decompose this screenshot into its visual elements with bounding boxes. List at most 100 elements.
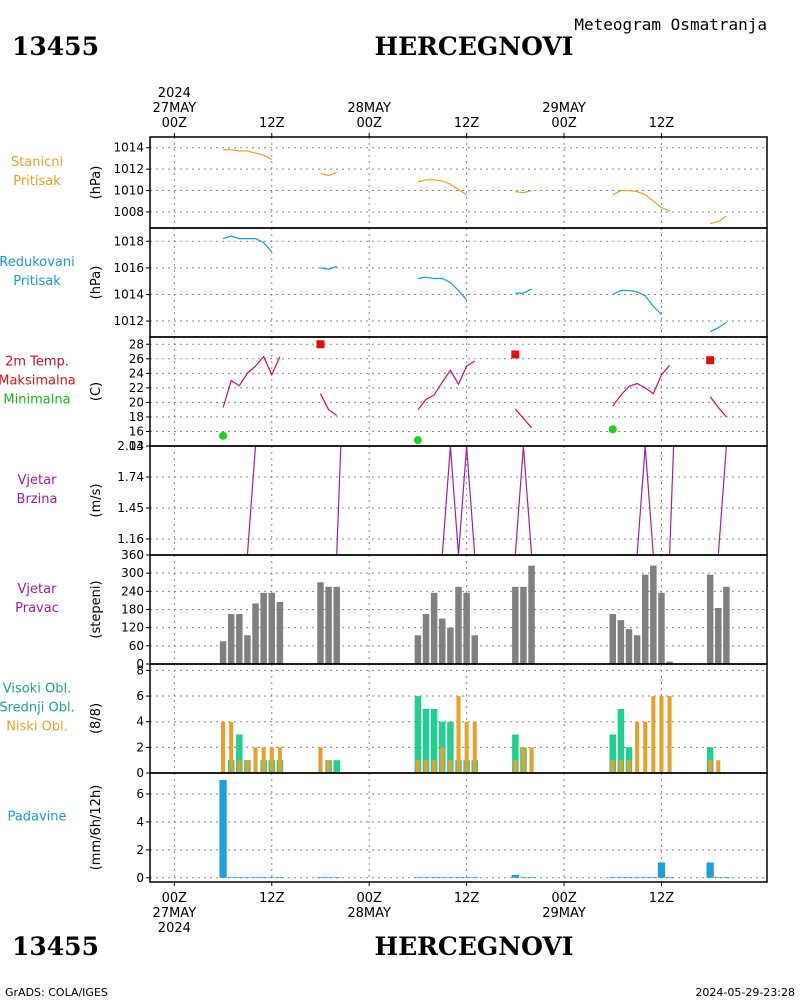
bar <box>714 877 722 878</box>
panel-label: Redukovani <box>0 255 75 270</box>
series-line <box>320 171 337 177</box>
panel-frame <box>149 772 768 883</box>
plot-area <box>223 446 727 555</box>
bar <box>528 565 535 664</box>
bar <box>618 760 623 773</box>
bar <box>454 877 463 878</box>
bar <box>659 696 664 773</box>
series-line <box>612 189 670 212</box>
bar <box>658 592 665 664</box>
bar <box>269 747 274 773</box>
bar <box>626 760 632 773</box>
bar <box>260 877 268 878</box>
bar <box>316 877 325 878</box>
bar <box>666 661 673 664</box>
y-tick-label: 1014 <box>113 287 144 301</box>
bar <box>229 721 234 773</box>
y-tick-label: 240 <box>121 584 144 598</box>
bar <box>512 734 519 773</box>
y-tick-label: 6 <box>136 787 144 801</box>
bar <box>430 708 438 773</box>
bar <box>430 877 438 878</box>
y-tick-label: 14 <box>129 439 144 453</box>
bar <box>456 696 461 773</box>
credit-text: GrADS: COLA/IGES <box>5 986 108 999</box>
series-line <box>222 235 273 253</box>
bar <box>432 760 437 773</box>
product-title: Meteogram Osmatranja <box>574 15 767 34</box>
bar <box>625 877 633 878</box>
series-line <box>320 446 342 555</box>
y-tick-label: 0 <box>136 657 144 671</box>
y-tick-label: 1018 <box>113 234 144 248</box>
y-axis-label: (mm/6h/12h) <box>89 785 104 871</box>
time-label-top: 00Z <box>356 116 382 131</box>
bar <box>236 614 243 664</box>
panel-label: Padavine <box>8 810 67 825</box>
series-line <box>514 408 533 429</box>
bar <box>657 862 666 878</box>
bar <box>706 574 714 664</box>
y-tick-label: 4 <box>136 815 144 829</box>
bar <box>649 877 657 878</box>
series-line <box>709 321 727 333</box>
bar <box>610 760 615 773</box>
panel-6: 0 2 4 6 8 (8/8) Visoki Obl. Srednji Obl. Niski O… <box>0 663 768 780</box>
series-line <box>223 149 273 161</box>
bar <box>633 635 641 664</box>
time-label-top: 29MAY <box>542 101 586 116</box>
panel-label: Pritisak <box>13 174 61 189</box>
footer-timestamp: 2024-05-29-23:28 <box>695 986 795 999</box>
y-tick-label: 1012 <box>113 314 144 328</box>
plot-area <box>219 340 727 445</box>
y-axis-label: (C) <box>89 382 104 401</box>
bar <box>237 760 242 773</box>
bar <box>430 592 438 664</box>
station-id-top: 13455 <box>12 32 99 61</box>
bar <box>706 862 714 878</box>
panel-frame <box>149 227 768 338</box>
series-line <box>710 215 727 225</box>
series-line <box>514 446 533 555</box>
bar <box>251 877 260 878</box>
series-line <box>417 276 468 301</box>
y-tick-label: 1016 <box>113 261 144 275</box>
bar <box>253 747 258 773</box>
panel-4: 1.16 1.45 1.74 2.03 (m/s) Vjetar Brzina <box>17 439 768 556</box>
bar <box>261 747 266 773</box>
time-label-bottom: 00Z <box>551 891 577 906</box>
y-tick-label: 24 <box>129 366 144 380</box>
y-tick-label: 6 <box>136 689 144 703</box>
bar <box>641 877 649 878</box>
bar <box>268 877 276 878</box>
plot-area <box>223 149 727 225</box>
y-tick-label: 180 <box>121 603 144 617</box>
series-line <box>515 189 532 194</box>
series-line <box>222 355 281 408</box>
y-axis-label: (8/8) <box>89 703 104 734</box>
bar <box>326 760 331 773</box>
series-line <box>417 360 476 411</box>
time-label-top: 12Z <box>649 116 675 131</box>
time-label-top: 2024 <box>158 86 191 101</box>
time-label-bottom: 00Z <box>356 891 382 906</box>
bar <box>609 734 616 773</box>
bar <box>324 877 333 878</box>
y-tick-label: 26 <box>129 352 144 366</box>
time-label-bottom: 2024 <box>158 921 191 936</box>
series-line <box>417 179 467 196</box>
bar <box>438 877 446 878</box>
y-tick-label: 1.16 <box>117 532 144 546</box>
bar <box>512 586 519 664</box>
plot-area <box>219 565 730 664</box>
bar <box>221 721 226 773</box>
bar <box>276 601 284 664</box>
series-line <box>612 364 671 407</box>
panel-label: Brzina <box>17 492 58 507</box>
min-marker <box>608 425 617 434</box>
bar <box>245 760 250 773</box>
bar <box>227 614 235 664</box>
y-tick-label: 28 <box>129 337 144 351</box>
bar <box>521 747 526 773</box>
